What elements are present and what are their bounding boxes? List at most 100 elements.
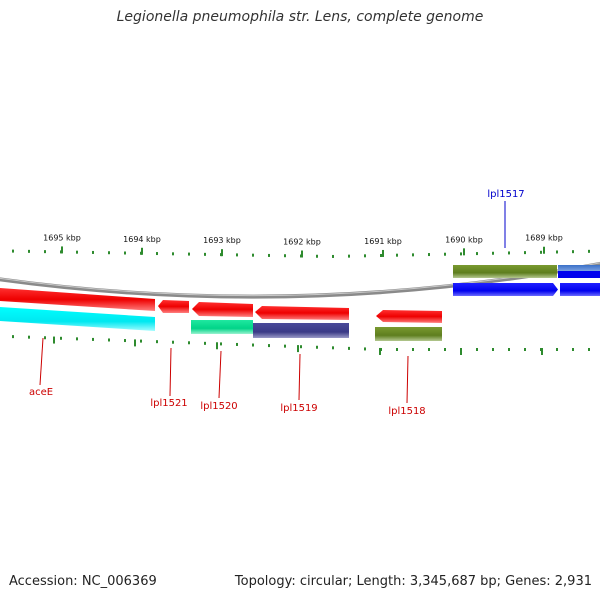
ruler-tick-lower — [556, 348, 558, 351]
gene-label-lpl1520: lpl1520 — [200, 401, 237, 412]
ruler-tick-lower — [428, 348, 430, 351]
gene-arrow-lpl1518 — [376, 310, 442, 323]
ruler-major-tick-lower — [379, 347, 381, 355]
feature-cyan — [0, 307, 155, 331]
ruler-tick-lower — [476, 348, 478, 351]
ruler-label: 1691 kbp — [364, 237, 402, 246]
gene-labels: lpl1517 aceE lpl1521 lpl1520 lpl1519 lpl… — [29, 189, 525, 417]
ruler-tick — [28, 249, 30, 253]
ruler-tick-lower — [28, 335, 30, 339]
ruler-tick — [524, 251, 526, 255]
ruler-label: 1692 kbp — [283, 238, 321, 247]
ruler-tick — [332, 254, 334, 258]
gene-label-lpl1519: lpl1519 — [280, 403, 317, 414]
ruler-tick-lower — [268, 344, 270, 348]
ruler-label: 1694 kbp — [123, 235, 161, 244]
ruler-tick-lower — [348, 346, 350, 350]
ruler-major-tick-lower — [541, 348, 543, 355]
ruler-tick-lower — [252, 343, 254, 347]
ruler-major-tick — [463, 248, 465, 256]
map-title: Legionella pneumophila str. Lens, comple… — [116, 9, 484, 25]
ruler-tick — [588, 249, 590, 253]
ruler-label: 1695 kbp — [43, 233, 81, 242]
leader-lpl1519 — [298, 353, 301, 401]
ruler-tick-lower — [172, 340, 174, 344]
ruler-tick — [236, 253, 238, 257]
ruler-tick-lower — [364, 347, 366, 351]
ruler-tick-lower — [12, 335, 14, 339]
ruler-tick-lower — [284, 344, 286, 348]
leader-aceE — [39, 337, 44, 386]
ruler-tick — [380, 254, 382, 257]
feature-olive-reverse — [375, 327, 442, 341]
ruler-tick-lower — [76, 337, 78, 341]
ruler-tick-lower — [412, 348, 414, 351]
gene-arrow-aceE — [0, 288, 155, 311]
gene-arrow-lpl1517 — [453, 283, 558, 296]
ruler-tick — [252, 253, 254, 257]
ruler-major-tick-lower — [297, 345, 299, 353]
leader-lpl1520 — [218, 350, 222, 399]
label-leaders — [39, 201, 506, 404]
ruler-tick-lower — [300, 345, 302, 349]
ruler-tick — [364, 254, 366, 258]
ruler-tick — [540, 250, 542, 254]
gene-label-lpl1518: lpl1518 — [388, 406, 425, 417]
ruler-tick-lower — [572, 348, 574, 351]
ruler-tick — [156, 252, 158, 256]
ruler-tick-lower — [156, 340, 158, 344]
ruler-tick-lower — [332, 346, 334, 350]
ruler: 1695 kbp 1694 kbp 1693 kbp 1692 kbp 1691 kbp… — [12, 233, 590, 355]
ruler-tick — [396, 253, 398, 257]
ruler-major-tick — [301, 250, 303, 258]
feature-slate-blue — [253, 323, 349, 338]
ruler-tick — [428, 253, 430, 257]
topology-text: Topology: circular; Length: 3,345,687 bp… — [234, 574, 592, 589]
ruler-tick-lower — [108, 338, 110, 342]
ruler-major-tick — [382, 249, 384, 257]
ruler-label: 1689 kbp — [525, 234, 563, 243]
ruler-major-tick — [61, 246, 63, 254]
feature-spring-green — [191, 320, 253, 334]
ruler-tick — [348, 254, 350, 258]
ruler-tick — [124, 251, 126, 255]
feature-blue-forward-small — [558, 265, 600, 271]
forward-strand — [453, 265, 600, 296]
ruler-tick-lower — [60, 336, 62, 340]
ruler-major-tick — [543, 246, 545, 254]
ruler-major-tick-lower — [53, 336, 55, 344]
ruler-tick — [268, 253, 270, 257]
ruler-tick-lower — [236, 342, 238, 346]
ruler-tick — [444, 252, 446, 256]
ruler-tick — [412, 253, 414, 257]
ruler-tick — [460, 252, 462, 256]
ruler-tick-lower — [204, 341, 206, 345]
ruler-tick — [316, 254, 318, 258]
ruler-tick-lower — [316, 345, 318, 349]
ruler-tick-lower — [220, 342, 222, 346]
ruler-tick — [572, 250, 574, 254]
ruler-tick-lower — [188, 341, 190, 345]
ruler-tick — [556, 250, 558, 254]
gene-arrow-lpl1519 — [255, 306, 349, 320]
ruler-tick — [108, 251, 110, 255]
ruler-tick-lower — [444, 348, 446, 351]
ruler-tick-lower — [524, 348, 526, 351]
ruler-tick-lower — [124, 339, 126, 343]
ruler-label: 1690 kbp — [445, 235, 483, 244]
ruler-tick — [172, 252, 174, 256]
ruler-tick — [12, 249, 14, 253]
gene-label-lpl1521: lpl1521 — [150, 398, 187, 409]
feature-blue-forward-small-2 — [558, 271, 600, 278]
ruler-major-tick-lower — [134, 339, 136, 347]
leader-lpl1521 — [169, 347, 172, 397]
ruler-major-tick-lower — [216, 342, 218, 350]
ruler-tick-lower — [140, 339, 142, 343]
ruler-label: 1693 kbp — [203, 236, 241, 245]
ruler-major-tick-lower — [460, 348, 462, 355]
gene-arrow-lpl1520 — [192, 302, 253, 317]
gene-arrow-lpl1521 — [158, 300, 189, 313]
ruler-tick-lower — [492, 348, 494, 351]
ruler-tick — [476, 252, 478, 256]
